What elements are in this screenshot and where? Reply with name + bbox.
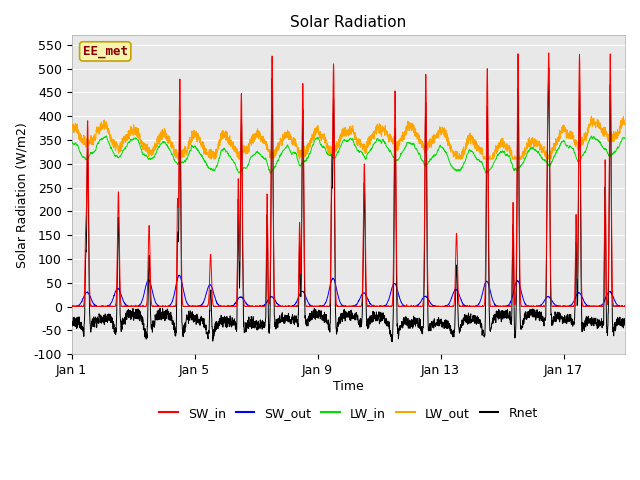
- Legend: SW_in, SW_out, LW_in, LW_out, Rnet: SW_in, SW_out, LW_in, LW_out, Rnet: [154, 402, 543, 425]
- Title: Solar Radiation: Solar Radiation: [290, 15, 406, 30]
- X-axis label: Time: Time: [333, 380, 364, 393]
- Y-axis label: Solar Radiation (W/m2): Solar Radiation (W/m2): [15, 122, 28, 267]
- Text: EE_met: EE_met: [83, 45, 128, 58]
